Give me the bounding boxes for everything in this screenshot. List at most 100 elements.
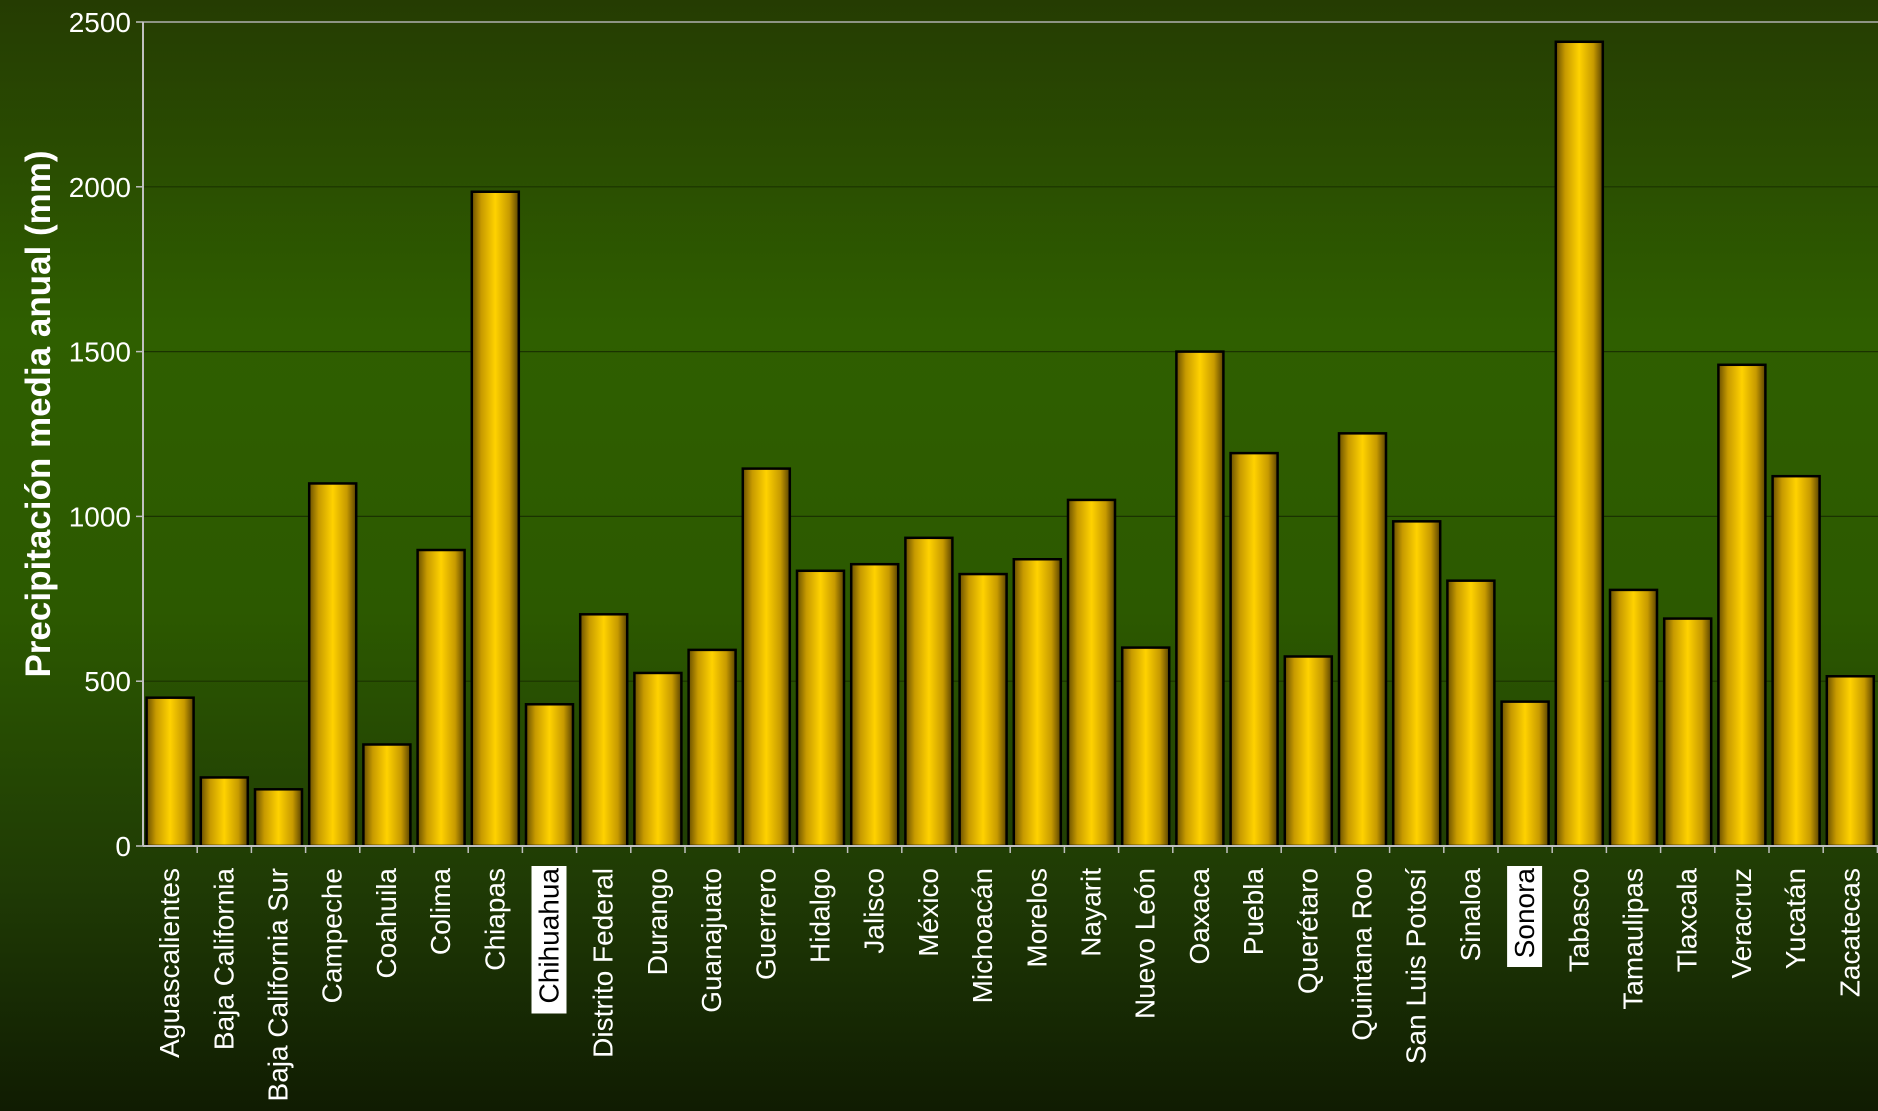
bar-tamaulipas <box>1608 588 1659 848</box>
category-label: México <box>913 868 944 957</box>
category-label: Campeche <box>317 868 348 1003</box>
bar-distrito-federal <box>578 613 629 848</box>
category-label: Tabasco <box>1563 868 1594 972</box>
category-label-group: Tamaulipas <box>1618 868 1649 1010</box>
category-label-group: Baja California <box>208 868 239 1051</box>
bar-baja-california <box>199 776 250 848</box>
category-label: Chihuahua <box>534 868 565 1004</box>
category-label-group: Colima <box>425 868 456 956</box>
category-label: Morelos <box>1021 868 1052 968</box>
bar-coahuila <box>362 743 412 848</box>
category-labels: Aguascalientes Baja California Baja Califo… <box>154 866 1865 1101</box>
category-label: Tlaxcala <box>1672 868 1703 973</box>
category-label: Jalisco <box>859 868 890 954</box>
category-label-group: Yucatán <box>1780 868 1811 969</box>
y-tick-label: 2500 <box>69 7 131 38</box>
highlight-box <box>531 866 567 1014</box>
category-label-group: Nayarit <box>1076 868 1107 957</box>
y-tick-label: 1000 <box>69 501 131 532</box>
axes <box>136 21 1878 853</box>
bar-sonora <box>1500 700 1550 848</box>
category-label: San Luis Potosí <box>1401 868 1432 1064</box>
y-tick-label: 500 <box>84 666 131 697</box>
category-label: Chiapas <box>479 868 510 971</box>
bar-veracruz <box>1717 363 1767 848</box>
category-label: Michoacán <box>967 868 998 1003</box>
category-label: Durango <box>642 868 673 975</box>
category-label: Sonora <box>1509 868 1540 959</box>
bar-jalisco <box>849 562 900 848</box>
category-label: Zacatecas <box>1834 868 1865 997</box>
category-label: Yucatán <box>1780 868 1811 969</box>
category-label: Hidalgo <box>805 868 836 963</box>
category-label-group: Morelos <box>1021 868 1052 968</box>
category-label: Oaxaca <box>1184 868 1215 965</box>
category-label: Distrito Federal <box>588 868 619 1058</box>
category-label-group: Zacatecas <box>1834 868 1865 997</box>
category-label-group: Durango <box>642 868 673 975</box>
category-label: Coahuila <box>371 868 402 979</box>
bar-nayarit <box>1066 498 1117 848</box>
category-label: Nuevo León <box>1130 868 1161 1019</box>
category-label-group: Coahuila <box>371 868 402 979</box>
category-label-group: Distrito Federal <box>588 868 619 1058</box>
category-label: Sinaloa <box>1455 868 1486 962</box>
bar-puebla <box>1229 451 1279 848</box>
bar-nuevo-le-n <box>1120 646 1171 848</box>
category-label-group: Veracruz <box>1726 868 1757 979</box>
category-label: Baja California <box>208 868 239 1051</box>
bar-chihuahua <box>524 703 575 848</box>
highlight-box <box>1507 866 1543 967</box>
category-label-group: Sonora <box>1507 866 1543 967</box>
category-label: Tamaulipas <box>1618 868 1649 1010</box>
bar-guanajuato <box>687 648 737 848</box>
bar-michoac-n <box>958 572 1008 848</box>
category-label-group: Tabasco <box>1563 868 1594 972</box>
category-label-group: San Luis Potosí <box>1401 868 1432 1064</box>
bar-guerrero <box>741 467 792 848</box>
category-label-group: Jalisco <box>859 868 890 954</box>
y-tick-labels: 0 500 1000 1500 2000 2500 <box>69 7 131 862</box>
category-label-group: Nuevo León <box>1130 868 1161 1019</box>
y-tick-label: 0 <box>115 831 131 862</box>
category-label: Baja California Sur <box>263 868 294 1101</box>
category-label: Veracruz <box>1726 868 1757 979</box>
bar-aguascalientes <box>145 696 195 848</box>
bar-hidalgo <box>795 569 846 848</box>
category-label: Quintana Roo <box>1347 868 1378 1041</box>
category-label-group: Campeche <box>317 868 348 1003</box>
category-label-group: México <box>913 868 944 957</box>
bar-durango <box>633 671 683 848</box>
category-label: Nayarit <box>1076 868 1107 957</box>
category-label-group: Aguascalientes <box>154 868 185 1058</box>
category-label-group: Guerrero <box>750 868 781 980</box>
bar-campeche <box>307 482 358 848</box>
y-axis-label: Precipitación media anual (mm) <box>19 150 58 677</box>
category-label-group: Tlaxcala <box>1672 868 1703 973</box>
bar-oaxaca <box>1175 350 1225 848</box>
category-label: Guerrero <box>750 868 781 980</box>
category-label-group: Sinaloa <box>1455 868 1486 962</box>
category-label-group: Quintana Roo <box>1347 868 1378 1041</box>
bar-sinaloa <box>1446 579 1496 848</box>
category-label: Colima <box>425 868 456 956</box>
category-label: Guanajuato <box>696 868 727 1013</box>
category-label-group: Chihuahua <box>531 866 567 1014</box>
category-label: Puebla <box>1238 868 1269 956</box>
category-label-group: Hidalgo <box>805 868 836 963</box>
bars <box>145 40 1876 848</box>
category-label-group: Guanajuato <box>696 868 727 1013</box>
bar-colima <box>416 548 466 848</box>
category-label-group: Chiapas <box>479 868 510 971</box>
category-label-group: Querétaro <box>1292 868 1323 994</box>
bar-san-luis-potos- <box>1391 520 1442 848</box>
category-label-group: Baja California Sur <box>263 868 294 1101</box>
bar-yucat-n <box>1771 474 1821 848</box>
category-label: Aguascalientes <box>154 868 185 1058</box>
bar-baja-california-sur <box>253 788 304 848</box>
bar-quintana-roo <box>1337 432 1388 848</box>
bar-morelos <box>1012 557 1063 848</box>
bar-m-xico <box>904 536 954 848</box>
category-label-group: Puebla <box>1238 868 1269 956</box>
